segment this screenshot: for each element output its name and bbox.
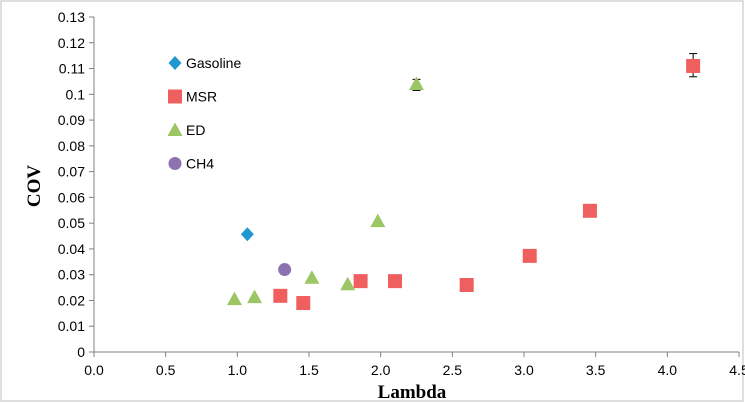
y-tick-label: 0.12 xyxy=(58,35,85,51)
msr-point xyxy=(354,274,368,288)
legend-msr-label: MSR xyxy=(186,89,217,105)
msr-point xyxy=(296,296,310,310)
y-tick-label: 0.03 xyxy=(58,267,85,283)
x-tick-label: 4.5 xyxy=(729,362,745,378)
y-tick-label: 0.05 xyxy=(58,215,85,231)
y-tick-label: 0.04 xyxy=(58,241,85,257)
y-tick-label: 0.02 xyxy=(58,292,85,308)
y-tick-label: 0.09 xyxy=(58,112,85,128)
legend-ed-label: ED xyxy=(186,122,205,138)
x-tick-label: 4.0 xyxy=(658,362,678,378)
y-tick-label: 0.06 xyxy=(58,189,85,205)
x-tick-label: 0.0 xyxy=(84,362,104,378)
x-tick-label: 1.5 xyxy=(299,362,319,378)
x-tick-label: 3.5 xyxy=(586,362,606,378)
y-tick-label: 0.11 xyxy=(59,61,85,77)
y-tick-label: 0.01 xyxy=(58,318,85,334)
y-axis-title: COV xyxy=(24,165,45,208)
legend-gasoline-label: Gasoline xyxy=(186,55,241,71)
legend-ch4-marker xyxy=(169,157,182,170)
y-tick-label: 0 xyxy=(77,344,85,360)
x-tick-label: 1.0 xyxy=(228,362,248,378)
msr-point xyxy=(583,204,597,218)
y-tick-label: 0.07 xyxy=(58,164,85,180)
legend-msr-marker xyxy=(168,90,182,104)
x-tick-label: 0.5 xyxy=(156,362,176,378)
x-tick-label: 2.5 xyxy=(443,362,463,378)
x-axis-title: Lambda xyxy=(378,382,447,403)
msr-point xyxy=(460,278,474,292)
ch4-point xyxy=(278,263,291,276)
msr-point xyxy=(523,249,537,263)
y-tick-label: 0.13 xyxy=(58,9,85,25)
y-tick-label: 0.08 xyxy=(58,138,85,154)
y-tick-label: 0.1 xyxy=(66,86,86,102)
msr-point xyxy=(273,289,287,303)
legend-ch4-label: CH4 xyxy=(186,156,214,172)
msr-point xyxy=(388,274,402,288)
x-tick-label: 3.0 xyxy=(514,362,534,378)
msr-point xyxy=(686,59,700,73)
x-tick-label: 2.0 xyxy=(371,362,391,378)
